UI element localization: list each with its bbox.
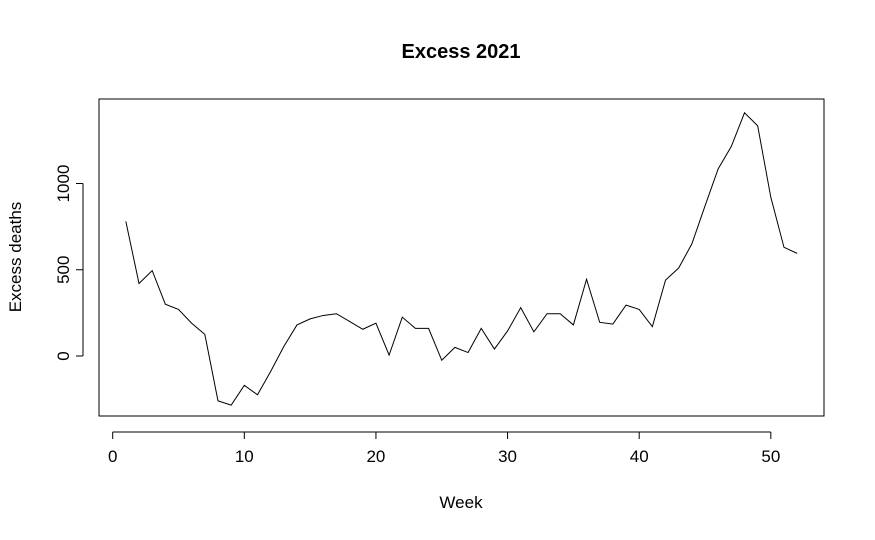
y-tick-label: 1000 xyxy=(54,165,73,203)
y-axis: 0 500 1000 xyxy=(54,165,84,361)
x-tick-label: 20 xyxy=(366,447,385,466)
chart-title: Excess 2021 xyxy=(401,41,520,63)
x-axis-label: Week xyxy=(439,493,483,512)
y-tick-label: 0 xyxy=(54,351,73,360)
x-tick-label: 50 xyxy=(761,447,780,466)
x-tick-label: 10 xyxy=(235,447,254,466)
x-tick-label: 30 xyxy=(498,447,517,466)
x-tick-label: 0 xyxy=(108,447,117,466)
y-tick-label: 500 xyxy=(54,256,73,284)
x-tick-label: 40 xyxy=(630,447,649,466)
data-points xyxy=(124,111,798,406)
x-axis: 0 10 20 30 40 50 xyxy=(108,431,780,466)
plot-area-border xyxy=(98,98,825,417)
y-axis-label: Excess deaths xyxy=(6,202,25,313)
series-line xyxy=(125,111,798,406)
